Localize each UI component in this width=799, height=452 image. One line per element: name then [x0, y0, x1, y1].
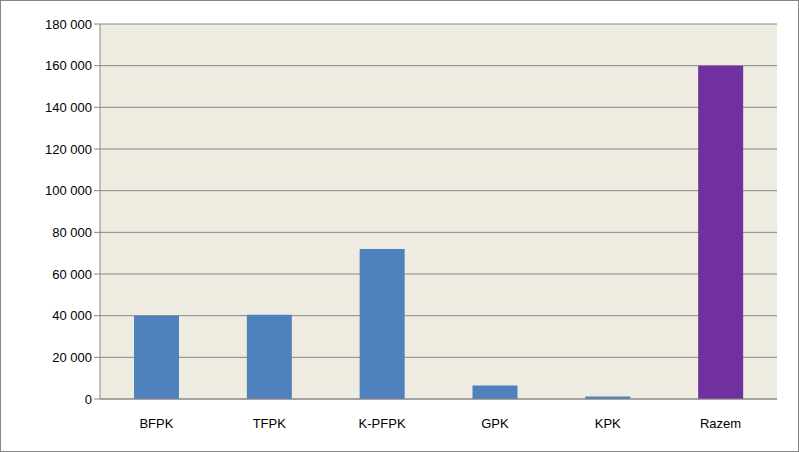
svg-text:100 000: 100 000 [45, 183, 92, 198]
svg-text:GPK: GPK [481, 416, 509, 431]
svg-text:TFPK: TFPK [253, 416, 287, 431]
svg-text:160 000: 160 000 [45, 58, 92, 73]
svg-text:Razem: Razem [700, 416, 741, 431]
svg-text:180 000: 180 000 [45, 17, 92, 32]
svg-text:0: 0 [85, 392, 92, 407]
svg-text:140 000: 140 000 [45, 100, 92, 115]
svg-text:BFPK: BFPK [139, 416, 173, 431]
svg-text:60 000: 60 000 [52, 267, 92, 282]
svg-text:KPK: KPK [595, 416, 621, 431]
svg-text:K-PFPK: K-PFPK [359, 416, 406, 431]
svg-text:120 000: 120 000 [45, 142, 92, 157]
svg-text:20 000: 20 000 [52, 350, 92, 365]
svg-text:40 000: 40 000 [52, 308, 92, 323]
svg-text:80 000: 80 000 [52, 225, 92, 240]
